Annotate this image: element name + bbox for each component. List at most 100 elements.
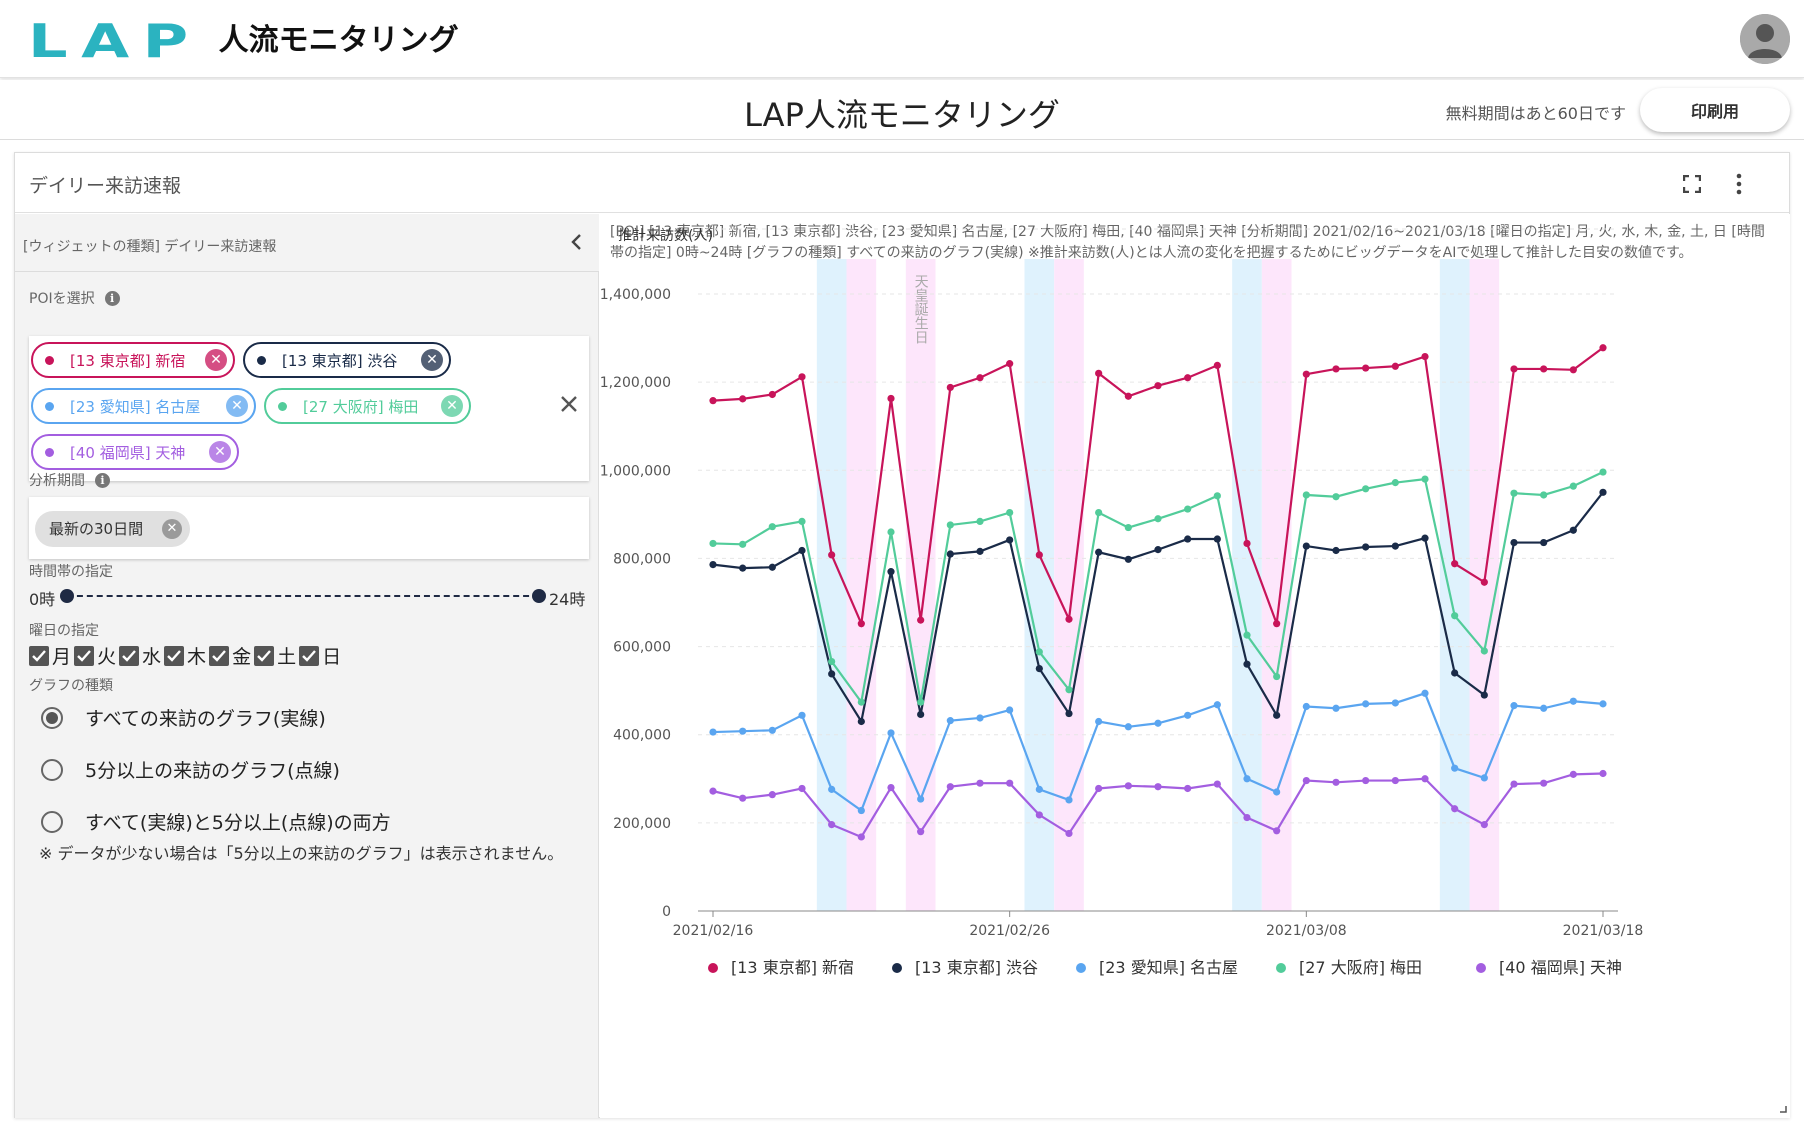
weekday-checkbox-6[interactable]: 日 — [299, 642, 341, 669]
poi-chip-nagoya[interactable]: [23 愛知県] 名古屋 ✕ — [31, 388, 256, 424]
chevron-left-icon[interactable] — [569, 232, 585, 252]
data-point — [1243, 660, 1251, 668]
weekday-checkbox-3[interactable]: 木 — [164, 642, 206, 669]
radio-graph-all[interactable]: すべての来訪のグラフ(実線) — [41, 704, 326, 731]
radio-graph-5min[interactable]: 5分以上の来訪のグラフ(点線) — [41, 756, 340, 783]
data-point — [768, 563, 776, 571]
data-point — [828, 785, 836, 793]
chip-remove-icon[interactable]: ✕ — [209, 441, 231, 463]
data-point — [887, 528, 895, 536]
data-point — [1006, 536, 1014, 544]
data-point — [768, 791, 776, 799]
data-point — [1273, 672, 1281, 681]
data-point — [1599, 344, 1607, 352]
y-tick-label: 600,000 — [613, 640, 671, 656]
poi-chip-tenjin[interactable]: [40 福岡県] 天神 ✕ — [31, 434, 239, 470]
data-point — [1273, 827, 1281, 835]
period-chip[interactable]: 最新の30日間 ✕ — [35, 511, 190, 547]
weekday-label: 日 — [322, 646, 342, 668]
weekday-label: 月 — [52, 646, 72, 668]
y-tick-label: 800,000 — [613, 551, 671, 567]
data-point — [1006, 508, 1014, 517]
data-point — [768, 523, 776, 531]
data-point — [887, 784, 895, 792]
clear-all-close-icon[interactable] — [559, 394, 579, 414]
data-point — [1273, 711, 1281, 719]
chip-remove-icon[interactable]: ✕ — [441, 395, 463, 417]
data-point — [1332, 546, 1340, 555]
weekday-checkbox-0[interactable]: 月 — [29, 642, 71, 669]
checkbox-checked-icon[interactable] — [29, 645, 49, 666]
app-logo[interactable]: LAP 人流モニタリング — [28, 18, 459, 64]
data-point — [1124, 723, 1132, 731]
print-button[interactable]: 印刷用 — [1640, 88, 1790, 132]
data-point — [1065, 615, 1073, 623]
data-point — [1421, 352, 1429, 361]
data-point — [1302, 702, 1310, 711]
more-vert-icon[interactable] — [1735, 173, 1743, 195]
y-axis-label: 推計来訪数(人) — [618, 228, 713, 244]
data-point — [798, 711, 806, 719]
checkbox-checked-icon[interactable] — [254, 645, 275, 666]
chip-remove-icon[interactable]: ✕ — [421, 349, 443, 371]
data-point — [1154, 783, 1162, 791]
poi-chip-umeda[interactable]: [27 大阪府] 梅田 ✕ — [264, 388, 471, 424]
data-point — [1243, 813, 1251, 822]
data-point — [1421, 775, 1429, 783]
poi-chip-label: [13 東京都] 渋谷 — [282, 351, 398, 370]
radio-button[interactable] — [41, 706, 63, 729]
poi-chip-shibuya[interactable]: [13 東京都] 渋谷 ✕ — [243, 342, 451, 378]
radio-button[interactable] — [41, 758, 63, 781]
data-point — [1391, 776, 1399, 785]
time-slider-start-handle[interactable] — [60, 589, 74, 603]
info-icon[interactable]: i — [95, 472, 110, 488]
data-point — [1213, 361, 1221, 369]
data-point — [1451, 669, 1459, 677]
weekday-label: 火 — [97, 646, 117, 668]
y-tick-label: 200,000 — [613, 816, 671, 832]
poi-select-box[interactable]: [13 東京都] 新宿 ✕ [13 東京都] 渋谷 ✕ [23 愛知県] 名古屋… — [29, 336, 589, 481]
checkbox-checked-icon[interactable] — [299, 645, 320, 666]
data-point — [1273, 620, 1281, 628]
checkbox-checked-icon[interactable] — [74, 645, 95, 666]
data-point — [976, 517, 984, 526]
data-point — [1569, 366, 1577, 374]
checkbox-checked-icon[interactable] — [164, 645, 185, 666]
visit-line-chart: 天皇誕生日 0 200,000 400,000 600,000 800,000 1,000,… — [600, 228, 1787, 1113]
data-point — [887, 568, 895, 576]
user-avatar-icon[interactable] — [1740, 14, 1790, 64]
chip-remove-icon[interactable]: ✕ — [205, 349, 227, 371]
data-point — [1421, 534, 1429, 542]
weekday-checkbox-2[interactable]: 水 — [119, 642, 161, 669]
radio-button[interactable] — [41, 810, 63, 833]
logo-mark: LAP — [28, 14, 202, 68]
data-point — [1332, 493, 1340, 501]
data-point — [1510, 702, 1518, 710]
checkbox-checked-icon[interactable] — [209, 645, 230, 666]
poi-chip-shinjuku[interactable]: [13 東京都] 新宿 ✕ — [31, 342, 235, 378]
time-slider-end-handle[interactable] — [532, 589, 546, 603]
data-point — [1124, 555, 1132, 563]
fullscreen-icon[interactable] — [1683, 175, 1701, 193]
legend-marker — [1076, 963, 1086, 973]
weekday-checkbox-4[interactable]: 金 — [209, 642, 251, 669]
saturday-band — [816, 259, 847, 911]
data-point — [1065, 686, 1073, 694]
weekday-checkbox-1[interactable]: 火 — [74, 642, 116, 669]
poi-chip-label: [40 福岡県] 天神 — [70, 443, 186, 462]
chip-remove-icon[interactable]: ✕ — [162, 519, 182, 539]
legend-label: [13 東京都] 渋谷 — [915, 958, 1038, 977]
data-point — [828, 551, 836, 559]
weekday-checkbox-5[interactable]: 土 — [254, 642, 296, 669]
y-tick-label: 1,400,000 — [600, 287, 671, 303]
period-select-box[interactable]: 最新の30日間 ✕ — [29, 497, 589, 559]
data-point — [739, 540, 747, 548]
data-point — [946, 783, 954, 791]
data-point — [709, 397, 717, 405]
chip-remove-icon[interactable]: ✕ — [226, 395, 248, 417]
time-slider-track[interactable] — [67, 595, 539, 597]
info-icon[interactable]: i — [104, 290, 120, 306]
checkbox-checked-icon[interactable] — [119, 645, 140, 666]
data-point — [1599, 700, 1607, 708]
radio-graph-both[interactable]: すべて(実線)と5分以上(点線)の両方 — [41, 808, 391, 835]
